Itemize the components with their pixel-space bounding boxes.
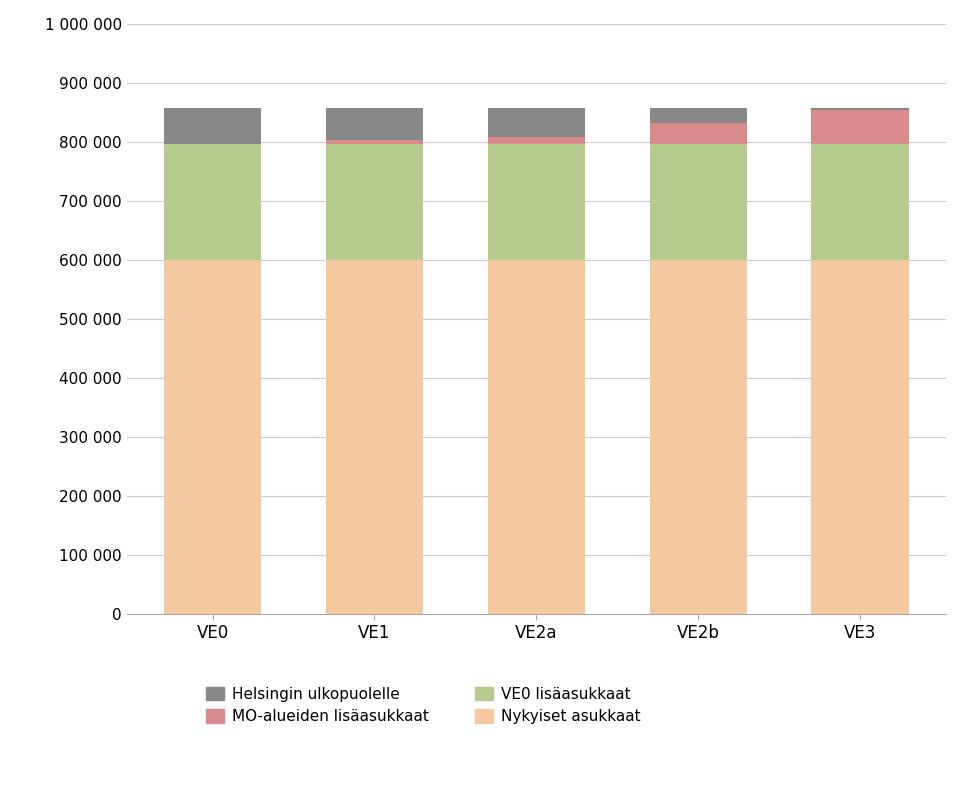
Bar [649,124,747,144]
Bar [326,144,423,260]
Bar [488,144,585,260]
Bar [164,108,261,144]
Bar [811,260,909,614]
Bar [811,144,909,260]
Bar [488,260,585,614]
Bar [488,108,585,137]
Bar [164,260,261,614]
Bar [326,140,423,144]
Bar [164,144,261,260]
Bar [811,108,909,110]
Bar [326,108,423,140]
Bar [488,137,585,144]
Bar [649,144,747,260]
Bar [649,260,747,614]
Bar [811,110,909,144]
Bar [649,108,747,124]
Legend: Helsingin ulkopuolelle, MO-alueiden lisäasukkaat, VE0 lisäasukkaat, Nykyiset asu: Helsingin ulkopuolelle, MO-alueiden lisä… [200,681,646,730]
Bar [326,260,423,614]
